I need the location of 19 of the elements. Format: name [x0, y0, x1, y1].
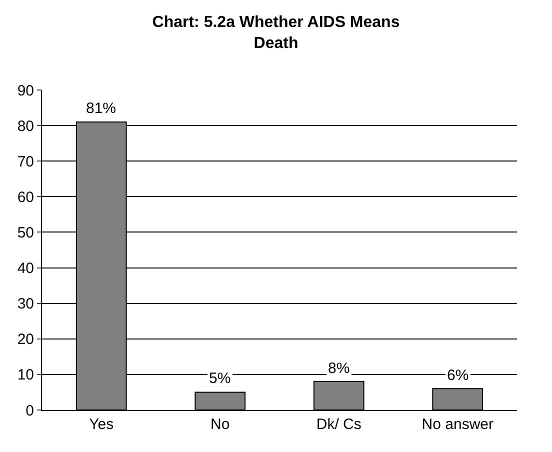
- x-tick-label: Yes: [89, 416, 114, 433]
- y-tick-label: 50: [17, 224, 34, 242]
- y-tick-label: 60: [17, 188, 34, 206]
- data-label: 8%: [328, 360, 350, 377]
- x-tick-label: No: [210, 416, 230, 433]
- y-tick-label: 80: [17, 118, 34, 135]
- y-tick-label: 40: [17, 260, 34, 278]
- data-label: 6%: [447, 367, 469, 384]
- y-tick-label: 30: [17, 296, 34, 313]
- data-label: 5%: [209, 370, 231, 387]
- chart-title: Chart: 5.2a Whether AIDS Means Death: [152, 14, 400, 52]
- y-tick-label: 10: [17, 366, 34, 384]
- y-tick-label: 70: [17, 153, 34, 170]
- data-label: 81%: [86, 100, 116, 117]
- y-tick-label: 90: [17, 82, 34, 100]
- y-tick-label: 20: [17, 331, 34, 348]
- x-tick-label: Dk/ Cs: [316, 416, 362, 433]
- y-tick-label: 0: [26, 402, 34, 420]
- x-tick-label: No answer: [422, 416, 494, 433]
